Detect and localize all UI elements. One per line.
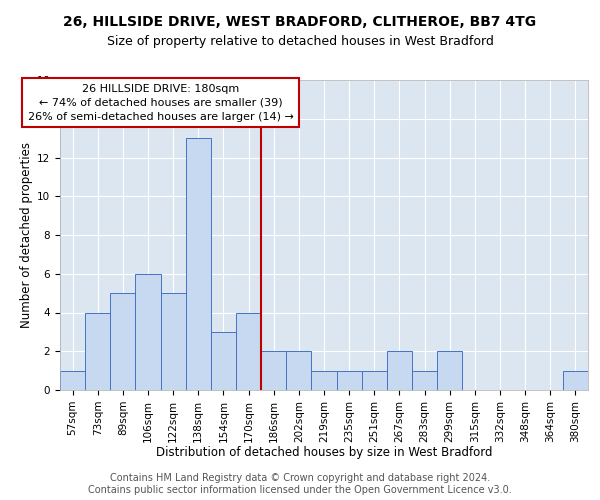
Bar xyxy=(286,351,311,390)
Bar xyxy=(161,293,186,390)
Bar xyxy=(236,312,261,390)
Bar xyxy=(85,312,110,390)
Y-axis label: Number of detached properties: Number of detached properties xyxy=(20,142,33,328)
Bar xyxy=(412,370,437,390)
Bar xyxy=(261,351,286,390)
Bar xyxy=(110,293,136,390)
Bar xyxy=(337,370,362,390)
Bar xyxy=(136,274,161,390)
Bar xyxy=(211,332,236,390)
Bar xyxy=(563,370,588,390)
Text: 26 HILLSIDE DRIVE: 180sqm
← 74% of detached houses are smaller (39)
26% of semi-: 26 HILLSIDE DRIVE: 180sqm ← 74% of detac… xyxy=(28,84,293,122)
Text: 26, HILLSIDE DRIVE, WEST BRADFORD, CLITHEROE, BB7 4TG: 26, HILLSIDE DRIVE, WEST BRADFORD, CLITH… xyxy=(64,15,536,29)
X-axis label: Distribution of detached houses by size in West Bradford: Distribution of detached houses by size … xyxy=(156,446,492,459)
Bar xyxy=(186,138,211,390)
Text: Contains HM Land Registry data © Crown copyright and database right 2024.
Contai: Contains HM Land Registry data © Crown c… xyxy=(88,474,512,495)
Bar xyxy=(311,370,337,390)
Bar xyxy=(387,351,412,390)
Bar xyxy=(60,370,85,390)
Bar xyxy=(362,370,387,390)
Text: Size of property relative to detached houses in West Bradford: Size of property relative to detached ho… xyxy=(107,35,493,48)
Bar xyxy=(437,351,462,390)
